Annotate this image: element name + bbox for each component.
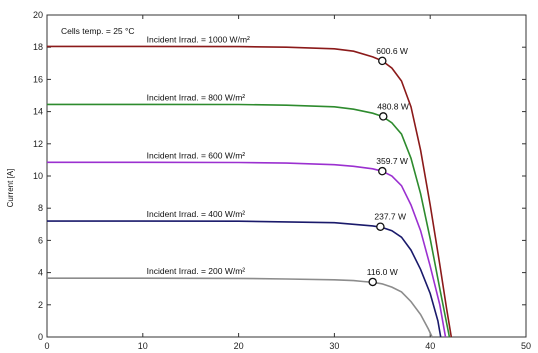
- axes-ticks: 0 10 20 30 40 50 0 2 4 6 8 10 12 14 16 18 20: [33, 10, 531, 351]
- series-name-label: Incident Irrad. = 200 W/m²: [147, 266, 246, 276]
- x-tick-label: 30: [329, 341, 339, 351]
- y-tick-label: 4: [38, 268, 43, 278]
- y-tick-label: 6: [38, 235, 43, 245]
- x-tick-label: 50: [521, 341, 531, 351]
- series-line: [47, 103, 451, 338]
- y-axis-label: Current [A]: [6, 169, 15, 208]
- series-name-label: Incident Irrad. = 600 W/m²: [147, 150, 246, 160]
- y-tick-label: 0: [38, 332, 43, 342]
- cells-temp-annotation: Cells temp. = 25 °C: [61, 26, 135, 36]
- mpp-power-label: 480.8 W: [377, 101, 409, 111]
- mpp-marker: [376, 222, 385, 231]
- mpp-marker: [378, 56, 387, 66]
- x-tick-label: 0: [44, 341, 49, 351]
- mpp-marker: [379, 112, 388, 121]
- mpp-marker: [368, 277, 377, 287]
- y-tick-label: 18: [33, 42, 43, 52]
- y-tick-label: 10: [33, 171, 43, 181]
- x-tick-label: 10: [138, 341, 148, 351]
- mpp-power-label: 116.0 W: [367, 267, 398, 277]
- series-name-label: Incident Irrad. = 800 W/m²: [147, 92, 246, 102]
- y-tick-label: 8: [38, 203, 43, 213]
- y-tick-label: 2: [38, 300, 43, 310]
- series-name-label: Incident Irrad. = 1000 W/m²: [147, 34, 250, 44]
- mpp-marker: [378, 166, 387, 176]
- series-line: [47, 45, 453, 338]
- y-tick-label: 12: [33, 139, 43, 149]
- mpp-power-label: 237.7 W: [374, 212, 406, 222]
- series-name-label: Incident Irrad. = 400 W/m²: [147, 209, 246, 219]
- plot-area: [46, 14, 527, 338]
- y-tick-label: 20: [33, 10, 43, 20]
- x-tick-label: 20: [234, 341, 244, 351]
- label-layer: Incident Irrad. = 1000 W/m² 600.6 W Incide…: [147, 34, 409, 287]
- y-tick-label: 14: [33, 107, 43, 117]
- mpp-power-label: 359.7 W: [376, 156, 408, 166]
- x-tick-label: 40: [425, 341, 435, 351]
- y-tick-label: 16: [33, 74, 43, 84]
- mpp-power-label: 600.6 W: [376, 46, 408, 56]
